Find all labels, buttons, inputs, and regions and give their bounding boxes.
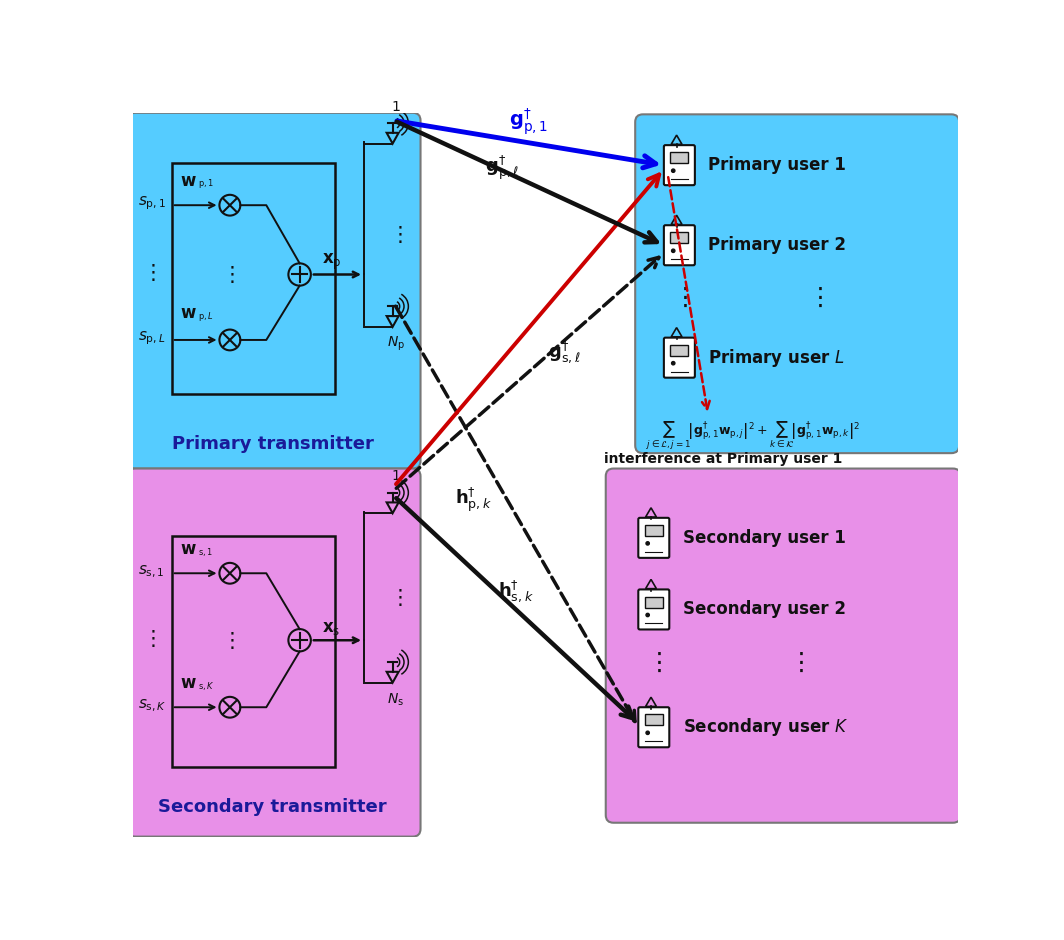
Text: 1: 1 (392, 100, 400, 114)
Text: $\mathbf{g}_{\mathrm{p},\ell}^{\dagger}$: $\mathbf{g}_{\mathrm{p},\ell}^{\dagger}$ (485, 153, 519, 181)
Text: $\vdots$: $\vdots$ (808, 286, 822, 309)
Text: $\mathbf{g}_{\mathrm{s},\ell}^{\dagger}$: $\mathbf{g}_{\mathrm{s},\ell}^{\dagger}$ (548, 339, 580, 365)
Text: $\mathbf{h}_{\mathrm{p},k}^{\dagger}$: $\mathbf{h}_{\mathrm{p},k}^{\dagger}$ (455, 486, 493, 514)
Bar (645, 597, 663, 607)
Text: Primary user 2: Primary user 2 (708, 236, 846, 254)
Text: $\sum_{j\in\mathcal{L},j=1}\!\left|\mathbf{g}_{\mathrm{p},1}^{\dagger}\mathbf{w}: $\sum_{j\in\mathcal{L},j=1}\!\left|\math… (646, 420, 861, 452)
Text: $s_{\mathrm{s,1}}$: $s_{\mathrm{s,1}}$ (137, 564, 164, 580)
Text: $\vdots$: $\vdots$ (671, 286, 687, 309)
Text: $_{\mathrm{p,1}}$: $_{\mathrm{p,1}}$ (198, 178, 214, 191)
Text: $s_{\mathrm{p,}L}$: $s_{\mathrm{p,}L}$ (137, 330, 165, 347)
Text: $_{\mathrm{s,}K}$: $_{\mathrm{s,}K}$ (198, 680, 215, 693)
Text: $\mathbf{w}$: $\mathbf{w}$ (180, 304, 196, 322)
Circle shape (671, 249, 675, 253)
Text: Primary user 1: Primary user 1 (708, 156, 846, 174)
Text: $s_{\mathrm{p,1}}$: $s_{\mathrm{p,1}}$ (137, 195, 166, 212)
FancyBboxPatch shape (638, 589, 669, 630)
FancyBboxPatch shape (635, 115, 959, 453)
FancyBboxPatch shape (664, 337, 695, 378)
Text: $\vdots$: $\vdots$ (221, 630, 234, 650)
FancyBboxPatch shape (638, 518, 669, 557)
Text: $N_{\mathrm{s}}$: $N_{\mathrm{s}}$ (387, 691, 404, 708)
Circle shape (646, 541, 649, 545)
Text: Secondary user $K$: Secondary user $K$ (683, 716, 849, 738)
Text: Primary user $L$: Primary user $L$ (708, 347, 845, 368)
Text: $\vdots$: $\vdots$ (142, 262, 155, 284)
Circle shape (646, 613, 649, 617)
Bar (670, 232, 688, 243)
Text: Secondary user 1: Secondary user 1 (683, 529, 846, 547)
Text: $_{\mathrm{s,1}}$: $_{\mathrm{s,1}}$ (198, 546, 213, 559)
Bar (171, 163, 334, 394)
Text: $\mathbf{x}_{\mathrm{p}}$: $\mathbf{x}_{\mathrm{p}}$ (321, 252, 342, 273)
Text: $\mathbf{w}$: $\mathbf{w}$ (180, 172, 196, 190)
Text: $\vdots$: $\vdots$ (787, 651, 803, 675)
FancyBboxPatch shape (664, 145, 695, 185)
FancyBboxPatch shape (605, 468, 961, 822)
Text: $\mathbf{w}$: $\mathbf{w}$ (180, 540, 196, 557)
Text: Primary transmitter: Primary transmitter (171, 435, 373, 453)
Text: $\vdots$: $\vdots$ (646, 651, 662, 675)
FancyBboxPatch shape (128, 113, 420, 468)
Circle shape (646, 731, 649, 734)
Text: $_{\mathrm{p,}L}$: $_{\mathrm{p,}L}$ (198, 310, 214, 323)
Text: $\mathbf{x}_{\mathrm{s}}$: $\mathbf{x}_{\mathrm{s}}$ (322, 619, 340, 637)
Text: $\vdots$: $\vdots$ (142, 628, 155, 650)
FancyBboxPatch shape (638, 707, 669, 747)
Text: $\vdots$: $\vdots$ (389, 224, 402, 245)
Bar (171, 537, 334, 767)
Bar (645, 525, 663, 536)
Text: $\mathbf{g}_{\mathrm{p},1}^{\dagger}$: $\mathbf{g}_{\mathrm{p},1}^{\dagger}$ (510, 106, 549, 136)
Bar (670, 345, 688, 356)
Circle shape (671, 362, 675, 365)
Text: Secondary user 2: Secondary user 2 (683, 601, 846, 619)
Text: $\vdots$: $\vdots$ (389, 588, 402, 608)
Bar (645, 714, 663, 726)
Text: interference at Primary user 1: interference at Primary user 1 (604, 452, 843, 466)
FancyBboxPatch shape (664, 226, 695, 265)
Text: 1: 1 (392, 469, 400, 483)
Text: $\vdots$: $\vdots$ (221, 264, 234, 285)
Text: $s_{\mathrm{s,}K}$: $s_{\mathrm{s,}K}$ (137, 697, 166, 713)
Circle shape (671, 169, 675, 172)
Text: $\mathbf{w}$: $\mathbf{w}$ (180, 674, 196, 692)
Bar (670, 152, 688, 164)
Text: Secondary transmitter: Secondary transmitter (159, 798, 387, 816)
Text: $N_{\mathrm{p}}$: $N_{\mathrm{p}}$ (386, 335, 404, 352)
FancyBboxPatch shape (128, 468, 420, 837)
Text: $\mathbf{h}_{\mathrm{s},k}^{\dagger}$: $\mathbf{h}_{\mathrm{s},k}^{\dagger}$ (498, 578, 534, 605)
